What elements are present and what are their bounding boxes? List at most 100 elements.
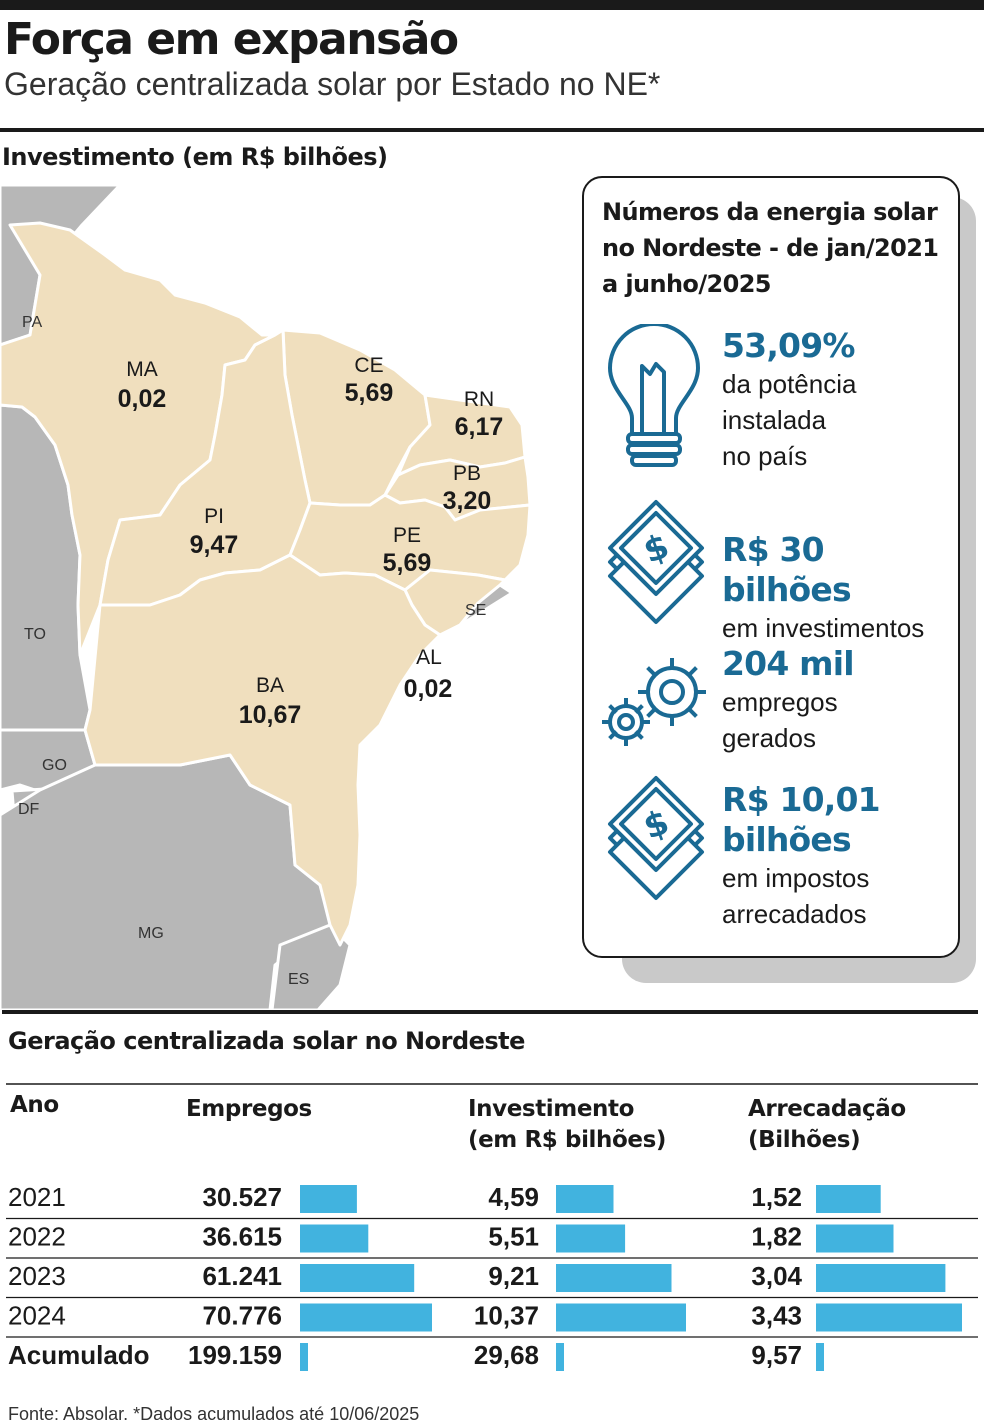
cell-arrecadacao: 1,52	[751, 1182, 802, 1212]
cell-empregos: 36.615	[202, 1222, 282, 1252]
bar-arrecadacao	[816, 1343, 824, 1371]
stat-potencia-value: 53,09%	[722, 326, 855, 365]
state-code-RN: RN	[464, 388, 494, 411]
northeast-map: PA TO GO DF MG ES SE MA 0,02 CE 5,69 RN …	[0, 185, 532, 1010]
lightbulb-icon	[608, 324, 700, 467]
cell-empregos: 70.776	[202, 1301, 282, 1331]
label-MG: MG	[138, 925, 164, 942]
bar-arrecadacao	[816, 1185, 881, 1213]
label-SE: SE	[465, 602, 486, 619]
infobox-title: Números da energia solar no Nordeste - d…	[602, 198, 939, 298]
top-rule	[0, 0, 984, 10]
stat-potencia: 53,09% da potência instalada no país	[722, 326, 856, 474]
state-code-CE: CE	[354, 354, 383, 377]
stat-potencia-line3: no país	[722, 441, 808, 471]
cell-investimento: 29,68	[474, 1340, 539, 1370]
bar-empregos	[300, 1185, 357, 1213]
bar-empregos	[300, 1264, 415, 1292]
bar-arrecadacao	[816, 1224, 894, 1253]
stat-empregos: 204 mil empregos gerados	[722, 644, 855, 756]
state-code-PB: PB	[453, 462, 481, 485]
bar-investimento	[556, 1185, 614, 1213]
data-table: Ano Empregos Investimento (em R$ bilhões…	[6, 1083, 978, 1371]
state-BA	[83, 553, 442, 947]
state-value-AL: 0,02	[404, 675, 453, 703]
cell-investimento: 10,37	[474, 1301, 539, 1331]
state-value-PE: 5,69	[383, 549, 432, 577]
col-header-investimento-line2: (em R$ bilhões)	[468, 1127, 666, 1153]
row-year: 2023	[8, 1261, 66, 1291]
gears-icon	[602, 658, 706, 746]
label-DF: DF	[18, 801, 40, 818]
table-section-rule	[2, 1010, 978, 1014]
row-year: Acumulado	[8, 1340, 150, 1370]
stat-impostos: R$ 10,01 bilhões em impostos arrecadados	[722, 780, 881, 932]
bar-empregos	[300, 1343, 308, 1371]
cell-empregos: 199.159	[188, 1340, 282, 1370]
bar-empregos	[300, 1303, 432, 1332]
label-ES: ES	[288, 971, 309, 988]
cell-investimento: 4,59	[488, 1182, 539, 1212]
section-rule	[0, 128, 984, 132]
stat-potencia-line2: instalada	[722, 405, 827, 435]
state-value-RN: 6,17	[455, 413, 504, 441]
bar-investimento	[556, 1264, 672, 1292]
label-PA: PA	[22, 314, 42, 331]
state-code-MA: MA	[126, 358, 158, 381]
page-subtitle: Geração centralizada solar por Estado no…	[4, 66, 661, 102]
stat-impostos-line2: arrecadados	[722, 899, 867, 929]
stat-impostos-line1: em impostos	[722, 863, 870, 893]
state-value-CE: 5,69	[345, 379, 394, 407]
state-code-AL: AL	[416, 646, 442, 669]
state-code-PI: PI	[204, 505, 224, 528]
label-TO: TO	[24, 626, 46, 643]
state-value-PB: 3,20	[443, 487, 492, 515]
cell-empregos: 61.241	[202, 1261, 282, 1291]
state-value-MA: 0,02	[118, 385, 167, 413]
cell-arrecadacao: 1,82	[751, 1222, 802, 1252]
table-rows: 2021 30.527 4,59 1,52 2022 36.615 5,51 1,82 2023…	[6, 1182, 978, 1371]
neighbor-labels: PA TO GO DF MG ES SE	[18, 314, 486, 988]
bar-investimento	[556, 1224, 626, 1253]
cell-investimento: 5,51	[488, 1222, 539, 1252]
state-code-BA: BA	[256, 674, 284, 697]
money-stack-icon: $	[608, 500, 704, 624]
bar-arrecadacao	[816, 1264, 946, 1292]
cell-arrecadacao: 9,57	[751, 1340, 802, 1370]
stat-investimentos-value: R$ 30 bilhões	[722, 530, 852, 609]
bar-investimento	[556, 1303, 686, 1332]
source-note: Fonte: Absolar. *Dados acumulados até 10…	[8, 1404, 420, 1424]
stat-empregos-value: 204 mil	[722, 644, 855, 683]
label-GO: GO	[42, 757, 67, 774]
row-year: 2024	[8, 1301, 66, 1331]
page-title: Força em expansão	[4, 14, 459, 65]
map-title: Investimento (em R$ bilhões)	[2, 143, 388, 171]
stat-empregos-line1: empregos	[722, 687, 838, 717]
bar-investimento	[556, 1343, 564, 1371]
cell-arrecadacao: 3,43	[751, 1301, 802, 1331]
stat-empregos-line2: gerados	[722, 723, 816, 753]
stat-impostos-value-line2: bilhões	[722, 820, 852, 859]
stat-impostos-value-line1: R$ 10,01	[722, 780, 881, 819]
col-header-investimento-line1: Investimento	[468, 1096, 634, 1122]
cell-empregos: 30.527	[202, 1182, 282, 1212]
state-code-PE: PE	[393, 524, 421, 547]
stat-potencia-line1: da potência	[722, 369, 857, 399]
cell-arrecadacao: 3,04	[751, 1261, 802, 1291]
state-labels: MA 0,02 CE 5,69 RN 6,17 PB 3,20 PI 9,47 …	[118, 354, 504, 729]
stat-investimentos-line1: em investimentos	[722, 613, 925, 643]
infobox: Números da energia solar no Nordeste - d…	[582, 176, 960, 958]
highlight-states	[0, 221, 532, 947]
col-header-empregos: Empregos	[186, 1096, 312, 1122]
bar-arrecadacao	[816, 1303, 962, 1332]
stat-investimentos: R$ 30 bilhões em investimentos	[722, 530, 958, 646]
bar-empregos	[300, 1224, 369, 1253]
row-year: 2022	[8, 1222, 66, 1252]
row-year: 2021	[8, 1182, 66, 1212]
col-header-arrecadacao-line2: (Bilhões)	[748, 1127, 860, 1153]
money-stack-icon: $	[608, 776, 704, 900]
state-value-PI: 9,47	[190, 531, 239, 559]
state-value-BA: 10,67	[239, 701, 302, 729]
table-title: Geração centralizada solar no Nordeste	[8, 1027, 525, 1055]
cell-investimento: 9,21	[488, 1261, 539, 1291]
